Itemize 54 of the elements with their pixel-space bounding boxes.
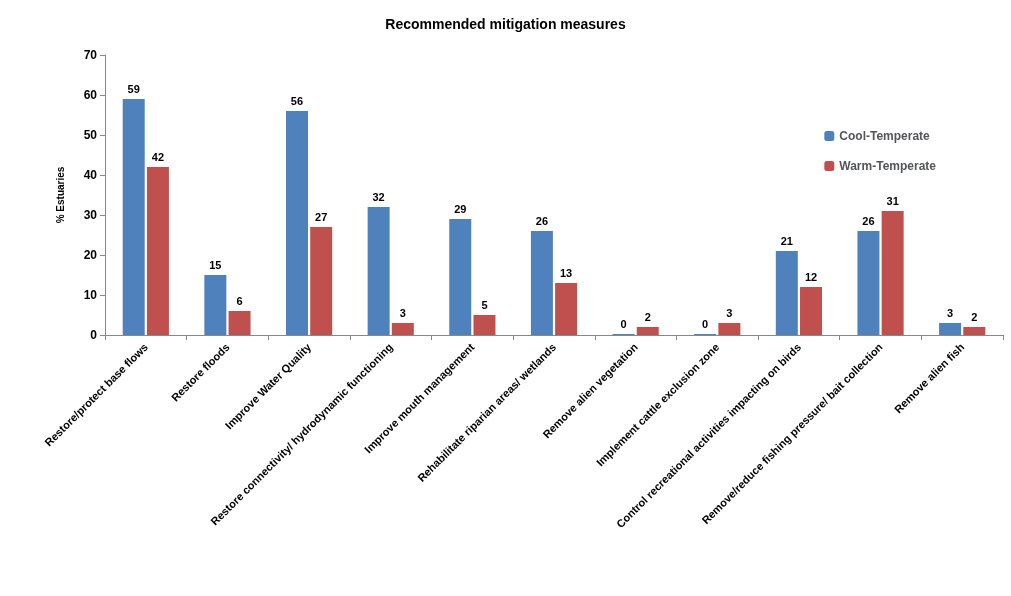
legend-label: Warm-Temperate (839, 159, 937, 173)
y-axis-title: % Estuaries (54, 166, 66, 224)
data-label: 3 (399, 306, 406, 319)
bar (122, 99, 145, 335)
data-label: 5 (481, 298, 488, 311)
chart-title: Recommended mitigation measures (385, 16, 626, 32)
bar (881, 211, 904, 335)
bar (391, 323, 414, 335)
legend-label: Cool-Temperate (839, 129, 931, 143)
data-label: 42 (151, 150, 165, 163)
bar (636, 327, 659, 335)
y-tick-label: 30 (83, 208, 98, 222)
bar (285, 111, 308, 335)
data-label: 15 (209, 258, 222, 271)
y-tick-label: 20 (83, 248, 98, 262)
data-label: 13 (559, 266, 573, 279)
data-label: 2 (644, 310, 651, 323)
data-label: 3 (726, 306, 733, 319)
bar (939, 323, 962, 335)
data-label: 12 (804, 270, 818, 283)
y-tick-label: 40 (83, 168, 98, 182)
data-label: 26 (862, 214, 875, 227)
data-label: 3 (947, 306, 954, 319)
data-label: 6 (236, 294, 243, 307)
data-label: 59 (127, 82, 140, 95)
data-label: 29 (454, 202, 467, 215)
y-tick-label: 0 (90, 328, 98, 342)
bar (718, 323, 741, 335)
y-tick-label: 60 (83, 88, 98, 102)
data-label: 27 (315, 210, 328, 223)
bar (367, 207, 390, 335)
bar (204, 275, 227, 335)
y-tick-label: 70 (83, 48, 98, 62)
bar (146, 167, 169, 335)
data-label: 0 (702, 317, 709, 330)
y-tick-label: 10 (83, 288, 98, 302)
bar (449, 219, 472, 335)
data-label: 26 (535, 214, 549, 227)
y-tick-label: 50 (83, 128, 98, 142)
bar (963, 327, 986, 335)
data-label: 56 (290, 94, 304, 107)
data-label: 31 (886, 194, 899, 207)
data-label: 0 (620, 317, 627, 330)
data-label: 32 (372, 190, 385, 203)
data-label: 21 (780, 234, 793, 247)
bar (775, 251, 798, 335)
bar (228, 311, 251, 335)
bar (555, 283, 578, 335)
bar (800, 287, 823, 335)
data-label: 2 (971, 310, 978, 323)
bar (857, 231, 880, 335)
bar (310, 227, 333, 335)
bar (473, 315, 496, 335)
bar (530, 231, 553, 335)
